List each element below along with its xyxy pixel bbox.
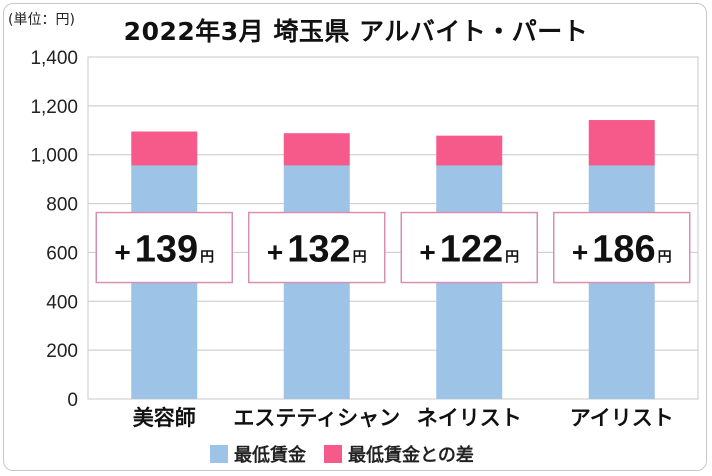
y-tick-label: 1,000: [30, 146, 78, 167]
legend-swatch-base: [210, 445, 228, 463]
chart-title: 2022年3月 埼玉県 アルバイト・パート: [123, 17, 589, 46]
data-label: +122 円: [419, 229, 519, 271]
x-tick-label: アイリスト: [570, 406, 674, 430]
callout-box: [553, 211, 691, 284]
y-tick-label: 200: [46, 341, 78, 362]
y-tick-label: 400: [46, 292, 78, 313]
legend-swatch-diff: [324, 445, 342, 463]
chart-legend: 最低賃金 最低賃金との差: [210, 441, 474, 467]
unit-label: (単位：円): [8, 12, 75, 28]
legend-item-base: 最低賃金: [210, 441, 306, 467]
bar-diff: [588, 120, 655, 166]
data-label: +139 円: [114, 229, 214, 271]
x-tick-label: 美容師: [133, 406, 196, 430]
data-label: +132 円: [267, 229, 367, 271]
x-tick-label: エステティシャン: [233, 406, 400, 430]
bar-diff: [283, 133, 350, 166]
callout-box: [95, 211, 233, 284]
data-label: +186 円: [572, 229, 672, 271]
x-tick-label: ネイリスト: [417, 406, 522, 430]
bar-diff: [131, 131, 198, 166]
legend-label-diff: 最低賃金との差: [348, 445, 474, 466]
legend-label-base: 最低賃金: [234, 445, 306, 466]
callout-box: [400, 211, 538, 284]
y-tick-label: 800: [46, 195, 78, 216]
y-tick-label: 1,200: [30, 97, 78, 118]
bar-diff: [436, 135, 503, 166]
callout-box: [248, 211, 386, 284]
y-tick-label: 600: [46, 243, 78, 264]
y-tick-label: 0: [67, 390, 78, 411]
legend-item-diff: 最低賃金との差: [324, 441, 474, 467]
y-tick-label: 1,400: [30, 48, 78, 69]
